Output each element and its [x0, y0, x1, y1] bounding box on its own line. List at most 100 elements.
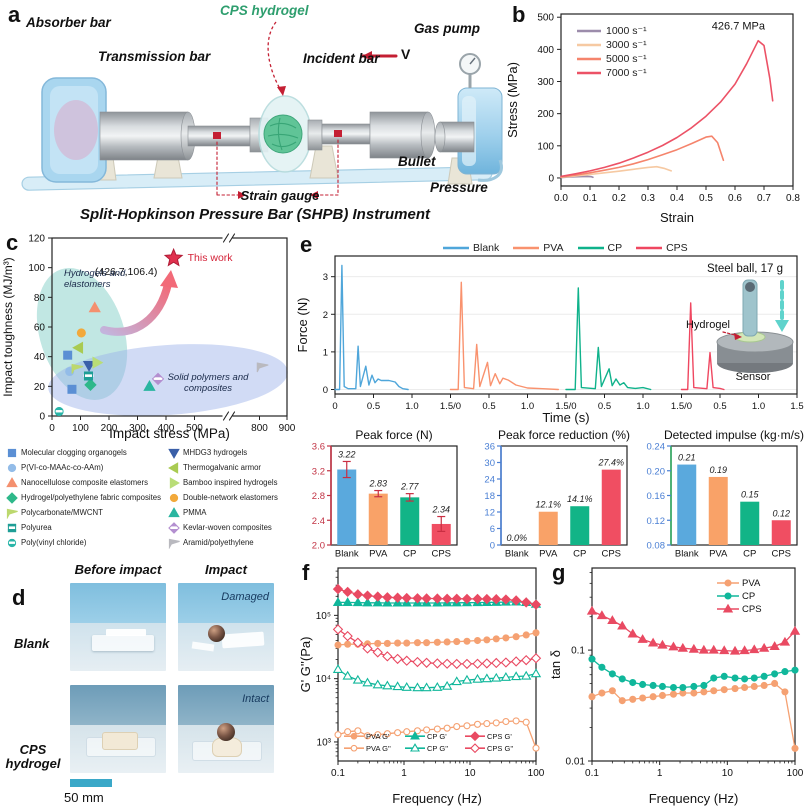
svg-text:CP: CP [403, 549, 416, 560]
svg-text:1: 1 [657, 768, 663, 779]
svg-text:Blank: Blank [335, 549, 359, 560]
panel-letter-d: d [12, 585, 26, 610]
label-cps-hydrogel: CPS hydrogel [220, 3, 309, 18]
peak-force-bar-chart: Peak force (N) 2.0 2.4 2.8 3.2 3.6 3.22 Blank 2.… [312, 428, 458, 560]
svg-text:100: 100 [72, 423, 89, 434]
svg-text:900: 900 [279, 423, 295, 434]
svg-text:1.0: 1.0 [752, 401, 765, 412]
panel-d: d Before impact Impact Blank CPS hydroge… [0, 555, 295, 809]
detected-impulse-bar-chart: Detected impulse (kg·m/s) 0.08 0.12 0.16 0.2… [647, 428, 805, 560]
svg-text:2.77: 2.77 [400, 482, 420, 492]
svg-text:1.5: 1.5 [790, 401, 803, 412]
panel-letter-e: e [300, 232, 313, 257]
svg-text:0.12: 0.12 [772, 508, 790, 518]
legend-label: PVA [543, 242, 564, 254]
photo-blank-impact: Damaged [178, 583, 274, 671]
legend-item: P(VI-co-MAAc-co-AAm) [6, 460, 166, 475]
legend-label: 3000 s⁻¹ [606, 38, 647, 51]
legend-item: Thermogalvanic armor [168, 460, 296, 475]
legend-item: Molecular clogging organogels [6, 445, 166, 460]
svg-text:500: 500 [186, 423, 203, 434]
svg-text:60: 60 [34, 323, 46, 334]
svg-text:0.5: 0.5 [367, 401, 380, 412]
legend-item: Polyurea [6, 520, 166, 535]
svg-text:0.5: 0.5 [713, 401, 726, 412]
sample-sheet [106, 629, 146, 636]
svg-text:2.0: 2.0 [312, 541, 325, 552]
svg-text:Time (s): Time (s) [542, 410, 589, 425]
svg-text:Stress (MPa): Stress (MPa) [505, 62, 520, 138]
svg-text:CP G'': CP G'' [427, 744, 449, 753]
svg-text:0: 0 [323, 385, 328, 396]
svg-text:2.4: 2.4 [312, 516, 325, 527]
label-strain-gauge: Strain gauge [240, 188, 320, 203]
svg-text:27.4%: 27.4% [597, 458, 624, 468]
svg-text:0.15: 0.15 [741, 490, 760, 500]
svg-text:10: 10 [464, 768, 476, 779]
legend-item: Bamboo inspired hydrogels [168, 475, 296, 490]
svg-text:0.8: 0.8 [786, 193, 800, 204]
svg-text:3.6: 3.6 [312, 442, 325, 453]
svg-text:500: 500 [537, 13, 554, 24]
label-absorber-bar: Absorber bar [26, 15, 111, 30]
photo-cps-before [70, 685, 166, 773]
label-transmission-bar: Transmission bar [98, 49, 211, 64]
scale-bar [70, 779, 112, 787]
svg-text:CPS: CPS [601, 549, 621, 560]
scale-bar-label: 50 mm [64, 790, 104, 805]
svg-text:CPS: CPS [771, 549, 791, 560]
svg-text:This work: This work [188, 252, 234, 264]
svg-text:2.34: 2.34 [431, 505, 450, 515]
peak-force-reduction-bar-chart: Peak force reduction (%) 0 6 12 18 24 30 36 0.0%… [484, 428, 630, 560]
label-pressure: Pressure [430, 180, 488, 195]
svg-text:0.4: 0.4 [670, 193, 684, 204]
svg-text:0: 0 [49, 423, 55, 434]
force-time-chart: 0 0.5 1.0 1.5/0 0.5 1.0 1.5/0 0.5 1.0 1.5/0 0.5 1.0… [295, 255, 804, 425]
svg-text:Steel ball, 17 g: Steel ball, 17 g [707, 263, 783, 275]
svg-text:CP: CP [743, 549, 756, 560]
label-velocity: V [401, 46, 411, 62]
svg-text:20: 20 [34, 382, 46, 393]
svg-text:0.1: 0.1 [583, 193, 597, 204]
panel-b-legend: 1000 s⁻¹ 3000 s⁻¹ 5000 s⁻¹ 7000 s⁻¹ [577, 24, 647, 79]
svg-text:10: 10 [722, 768, 734, 779]
photo-cps-impact: Intact [178, 685, 274, 773]
legend-item: Poly(vinyl chloride) [6, 535, 166, 550]
stress-strain-chart: 0.0 0.1 0.2 0.3 0.4 0.5 0.6 0.7 0.8 0 100 200 300 400… [505, 13, 800, 225]
svg-text:0.5: 0.5 [699, 193, 713, 204]
svg-text:120: 120 [28, 234, 45, 245]
svg-text:0.1: 0.1 [331, 768, 345, 779]
photo-blank-before [70, 583, 166, 671]
steel-ball [208, 625, 225, 642]
svg-text:elastomers: elastomers [64, 279, 111, 290]
svg-text:Blank: Blank [505, 549, 529, 560]
svg-text:CPS: CPS [431, 549, 451, 560]
legend-label: 7000 s⁻¹ [606, 66, 647, 79]
legend-item: PVA [513, 241, 564, 255]
svg-text:0: 0 [39, 412, 45, 423]
svg-text:10⁴: 10⁴ [316, 674, 331, 685]
panel-c: 0 20 40 60 80 100 120 0 100 200 300 400 500 800 900 Thi… [0, 230, 295, 560]
svg-text:1.5/0: 1.5/0 [555, 401, 576, 412]
svg-text:10⁵: 10⁵ [316, 611, 331, 622]
svg-text:0.19: 0.19 [709, 465, 727, 475]
svg-text:300: 300 [129, 423, 146, 434]
legend-item: Blank [443, 241, 499, 255]
legend-item: Double-network elastomers [168, 490, 296, 505]
legend-item: 3000 s⁻¹ [577, 38, 647, 51]
svg-text:12.1%: 12.1% [535, 500, 561, 510]
svg-text:PVA: PVA [539, 549, 558, 560]
panel-letter-a: a [8, 2, 21, 27]
row-label-cps: CPS hydrogel [5, 742, 61, 771]
svg-text:300: 300 [537, 77, 554, 88]
label-incident-bar: Incident bar [303, 51, 380, 66]
svg-text:Force (N): Force (N) [295, 298, 310, 353]
panel-e: 0 0.5 1.0 1.5/0 0.5 1.0 1.5/0 0.5 1.0 1.5/0 0.5 1.0… [295, 230, 805, 430]
sample-plate [92, 635, 154, 651]
hydrogel-slab [102, 732, 138, 750]
svg-text:0.0%: 0.0% [506, 533, 527, 543]
legend-item: Aramid/polyethylene [168, 535, 296, 550]
svg-text:0.5: 0.5 [598, 401, 611, 412]
